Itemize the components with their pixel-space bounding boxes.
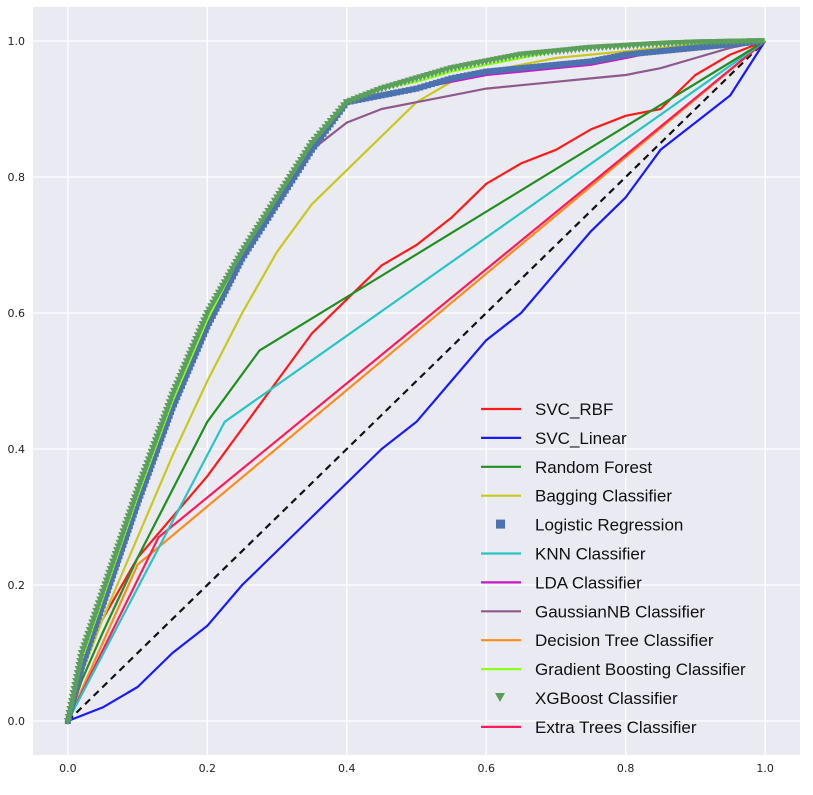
series-line — [66, 40, 766, 722]
series-xgboost-classifier — [63, 38, 766, 725]
series-line — [66, 39, 766, 722]
legend-label: SVC_Linear — [535, 429, 627, 448]
legend-label: SVC_RBF — [535, 400, 613, 419]
legend-item: Bagging Classifier — [481, 487, 672, 506]
y-tick-label: 0.4 — [8, 443, 26, 456]
marker-triangle — [63, 718, 72, 725]
x-tick-label: 1.0 — [756, 762, 774, 775]
legend-item: SVC_RBF — [481, 400, 613, 419]
legend-item: GaussianNB Classifier — [481, 602, 705, 621]
legend-label: LDA Classifier — [535, 573, 642, 592]
y-tick-label: 0.2 — [8, 579, 26, 592]
legend-item: SVC_Linear — [481, 429, 627, 448]
series-line — [66, 40, 766, 722]
diagonal-reference — [67, 40, 766, 722]
series-decision-tree-classifier — [66, 40, 766, 722]
legend-label: Random Forest — [535, 458, 652, 477]
series-random-forest — [66, 40, 766, 722]
y-tick-label: 1.0 — [8, 35, 26, 48]
legend-item: Gradient Boosting Classifier — [481, 660, 746, 679]
legend-item: Extra Trees Classifier — [481, 718, 697, 737]
series-line — [66, 39, 766, 722]
series-bagging-classifier — [66, 39, 766, 722]
legend-item: XGBoost Classifier — [495, 689, 678, 708]
x-tick-label: 0.6 — [477, 762, 495, 775]
legend-swatch — [496, 519, 505, 529]
series-line — [67, 40, 767, 723]
series-line — [66, 40, 766, 722]
series-extra-trees-classifier — [66, 40, 766, 722]
legend-label: Bagging Classifier — [535, 487, 672, 506]
legend-item: KNN Classifier — [481, 545, 646, 564]
y-tick-label: 0.0 — [8, 715, 26, 728]
legend-label: Extra Trees Classifier — [535, 718, 697, 737]
series-svc-rbf — [66, 39, 766, 722]
legend-item: LDA Classifier — [481, 573, 642, 592]
series-svc-linear — [67, 40, 767, 723]
legend-label: Gradient Boosting Classifier — [535, 660, 746, 679]
legend-swatch — [495, 693, 505, 702]
tick-labels: 0.0 0.2 0.4 0.6 0.8 1.0 0.0 0.2 0.4 0.6 0.8 1.0 — [8, 35, 774, 775]
y-tick-label: 0.6 — [8, 307, 26, 320]
legend-label: GaussianNB Classifier — [535, 602, 705, 621]
legend-label: XGBoost Classifier — [535, 689, 678, 708]
legend-item: Logistic Regression — [496, 516, 683, 535]
legend-item: Random Forest — [481, 458, 652, 477]
series-layer — [63, 38, 767, 725]
legend-item: Decision Tree Classifier — [481, 631, 714, 650]
x-tick-label: 0.8 — [617, 762, 635, 775]
x-tick-label: 0.2 — [199, 762, 217, 775]
series-knn-classifier — [66, 40, 766, 722]
series-line — [66, 40, 766, 722]
legend-label: Decision Tree Classifier — [535, 631, 714, 650]
y-tick-label: 0.8 — [8, 171, 26, 184]
legend-label: KNN Classifier — [535, 545, 646, 564]
x-tick-label: 0.0 — [59, 762, 77, 775]
series-line — [67, 40, 766, 722]
legend: SVC_RBF SVC_Linear Random Forest Bagging Cl… — [481, 400, 746, 737]
diagonal-line — [67, 40, 766, 722]
legend-label: Logistic Regression — [535, 516, 683, 535]
x-tick-label: 0.4 — [338, 762, 356, 775]
series-line — [67, 40, 766, 722]
